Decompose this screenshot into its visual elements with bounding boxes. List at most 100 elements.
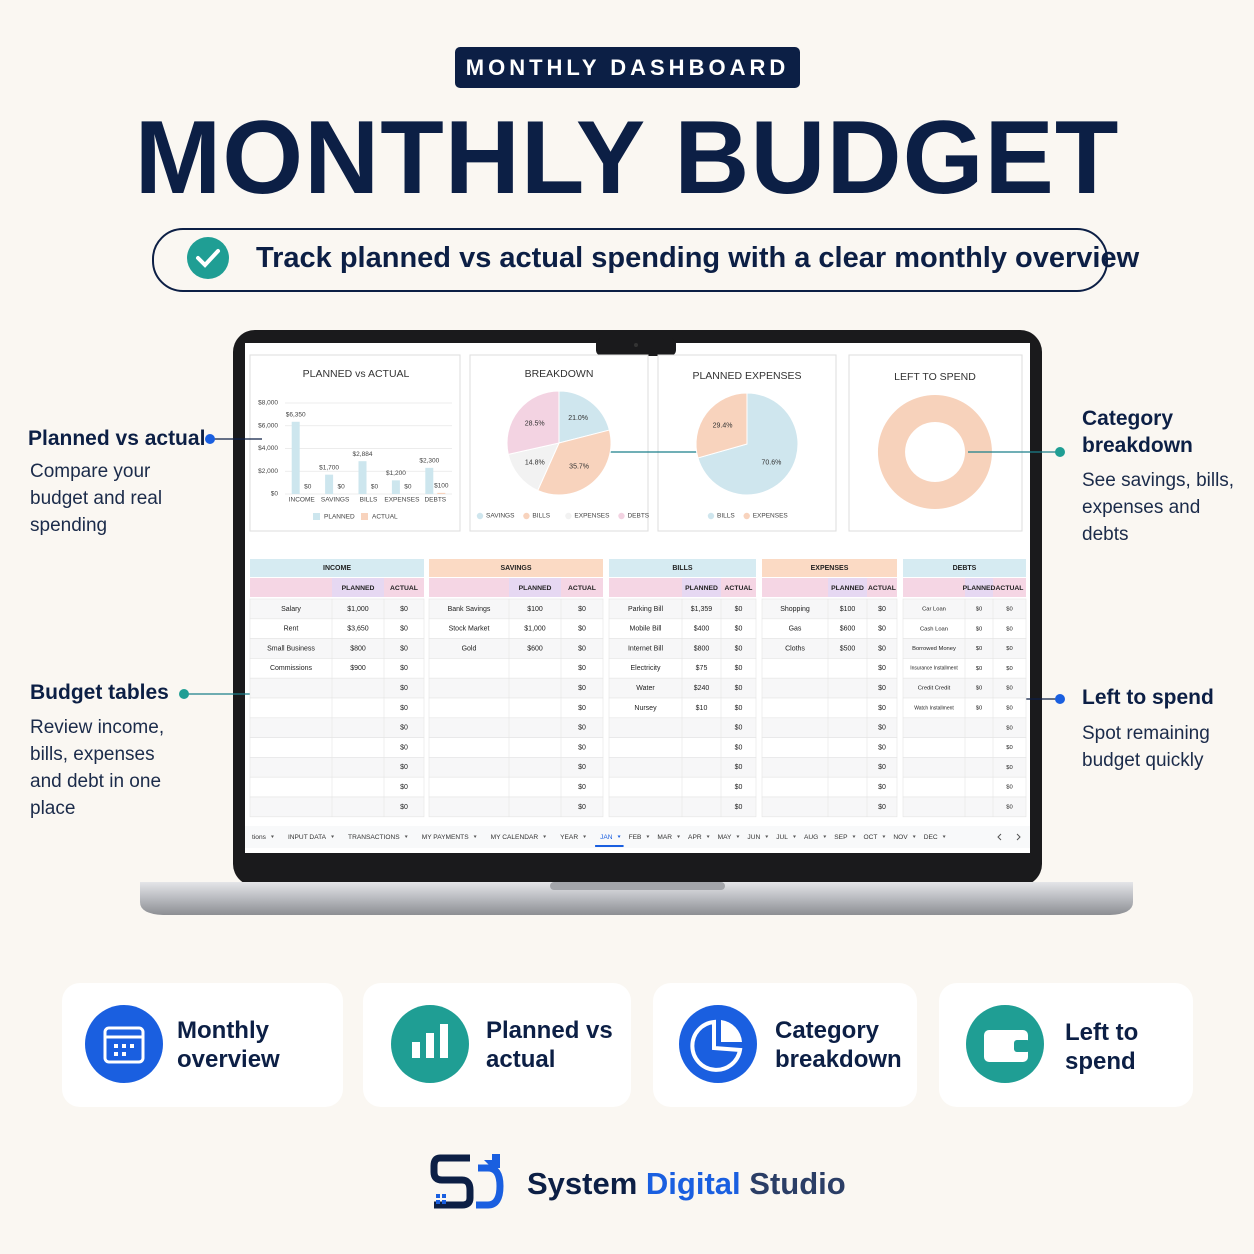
cell-planned: $800 [694,645,710,652]
tab-caret [942,835,946,838]
cell-planned: $900 [350,665,366,672]
column-label: PLANNED [342,585,375,592]
tab-scroll-left[interactable] [997,833,1002,841]
brand-word: Studio [749,1166,846,1201]
pie-slice [507,442,560,492]
tab-caret [583,835,587,838]
tab-caret [792,835,796,838]
legend-label: DEBTS [627,513,649,520]
sheet-tab[interactable]: JAN [600,834,613,841]
badge: MONTHLY DASHBOARD [455,47,800,88]
table-row [249,598,425,620]
x-tick-label: SAVINGS [321,497,350,504]
cell-planned: $100 [840,606,856,613]
x-tick-label: EXPENSES [384,497,420,504]
cell-planned: $100 [527,606,543,613]
sheet-tab[interactable]: JUN [747,834,760,841]
column-label: ACTUAL [568,585,596,592]
sheet-tab[interactable]: FEB [629,834,642,841]
y-tick-label: $8,000 [258,400,278,407]
cell-actual: $0 [578,606,586,613]
sheet-tab[interactable]: tions [252,834,267,841]
cell-actual: $0 [400,685,408,692]
cell-planned: $0 [976,626,982,632]
sheet-tab[interactable]: NOV [893,834,908,841]
legend-label: EXPENSES [574,513,610,520]
cell-actual: $0 [578,645,586,652]
data-label: 70.6% [761,459,781,466]
column-header [509,578,561,597]
sheet-tab[interactable]: JUL [776,834,788,841]
legend-swatch [565,512,572,520]
laptop-groove [550,882,725,890]
tab-caret [912,835,916,838]
active-tab-underline [595,845,624,847]
cell-planned: $0 [976,646,982,652]
cell-actual: $0 [735,764,743,771]
cell-actual: $0 [878,626,886,633]
sheet-tab[interactable]: SEP [834,834,848,841]
bar [291,421,300,494]
sheet-tab[interactable]: AUG [804,834,818,841]
camera [634,343,638,347]
tab-caret [617,835,621,838]
cell-actual: $0 [400,665,408,672]
brand-word: System [527,1166,638,1201]
tagline-pill [152,228,1108,292]
callout-text: See savings, bills, expenses and debts [1082,470,1235,545]
data-label: 35.7% [569,464,589,471]
cell-actual: $0 [1006,666,1012,672]
sheet-tab[interactable]: MY CALENDAR [491,834,539,841]
leader-dot [1055,447,1065,457]
table-title: BILLS [672,565,693,572]
table-row [249,618,425,639]
logo-d [476,1164,504,1209]
cell-actual: $0 [1006,745,1012,751]
sheet-tab[interactable]: APR [688,834,702,841]
column-label: ACTUAL [390,585,418,592]
cell-actual: $0 [1006,686,1012,692]
table-header [429,559,603,577]
x-tick-label: BILLS [360,497,378,504]
brand-word: Digital [645,1166,741,1201]
data-label: $6,350 [286,411,306,418]
cell-label: Shopping [780,606,810,613]
cell-label: Small Business [267,645,315,652]
sheet-tab[interactable]: OCT [863,834,877,841]
cell-planned: $0 [976,686,982,692]
table-title: SAVINGS [501,565,532,572]
icon-glyph [984,1030,1028,1062]
table-row [428,677,604,699]
cell-actual: $0 [878,685,886,692]
sheet-tab[interactable]: DEC [924,834,938,841]
leader-dot [205,434,215,444]
column-label: PLANNED [685,585,718,592]
sheet-tab[interactable]: MAR [657,834,672,841]
table-row [249,757,425,778]
cell-planned: $500 [840,645,856,652]
sheet-tab[interactable]: INPUT DATA [288,834,327,841]
chart-title: PLANNED EXPENSES [692,370,801,382]
column-header [682,578,721,597]
cell-actual: $0 [878,606,886,613]
cell-label: Stock Market [449,626,490,633]
sheet-tab[interactable]: MY PAYMENTS [422,834,469,841]
leader-dot [1055,694,1065,704]
cell-label: Insurance Installment [910,666,958,672]
table-header [250,559,424,577]
tab-scroll-right[interactable] [1016,833,1021,841]
table-row [902,796,1027,818]
cell-actual: $0 [1006,706,1012,712]
chart-title: PLANNED vs ACTUAL [303,368,410,380]
legend-swatch [707,512,715,520]
cell-actual: $0 [1006,805,1012,811]
cell-label: Rent [284,626,299,633]
chart-title: BREAKDOWN [525,368,594,380]
cell-label: Cash Loan [920,626,948,632]
column-label: PLANNED [519,585,552,592]
sheet-tab[interactable]: YEAR [560,834,578,841]
sheet-tab[interactable]: MAY [718,834,732,841]
sheet-tab[interactable]: TRANSACTIONS [348,834,400,841]
tab-caret [473,835,477,838]
